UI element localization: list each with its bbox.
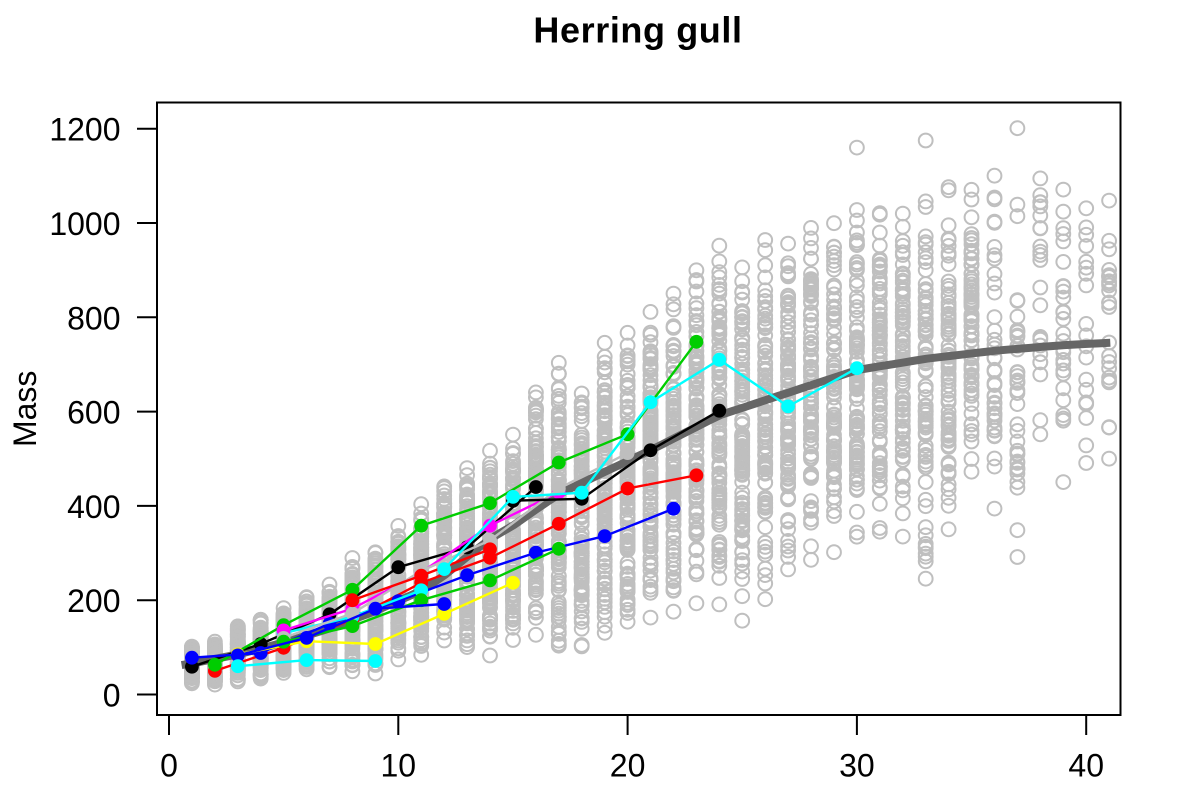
svg-text:0: 0 [103, 678, 121, 714]
svg-text:1000: 1000 [49, 206, 120, 242]
svg-text:0: 0 [160, 748, 178, 784]
svg-text:20: 20 [610, 748, 646, 784]
svg-text:Herring gull: Herring gull [533, 10, 742, 51]
svg-text:40: 40 [1068, 748, 1104, 784]
svg-text:200: 200 [67, 583, 120, 619]
svg-text:Mass: Mass [7, 371, 43, 447]
svg-text:1200: 1200 [49, 112, 120, 148]
svg-text:600: 600 [67, 395, 120, 431]
svg-text:800: 800 [67, 300, 120, 336]
svg-text:10: 10 [381, 748, 417, 784]
svg-text:400: 400 [67, 489, 120, 525]
svg-text:30: 30 [839, 748, 875, 784]
